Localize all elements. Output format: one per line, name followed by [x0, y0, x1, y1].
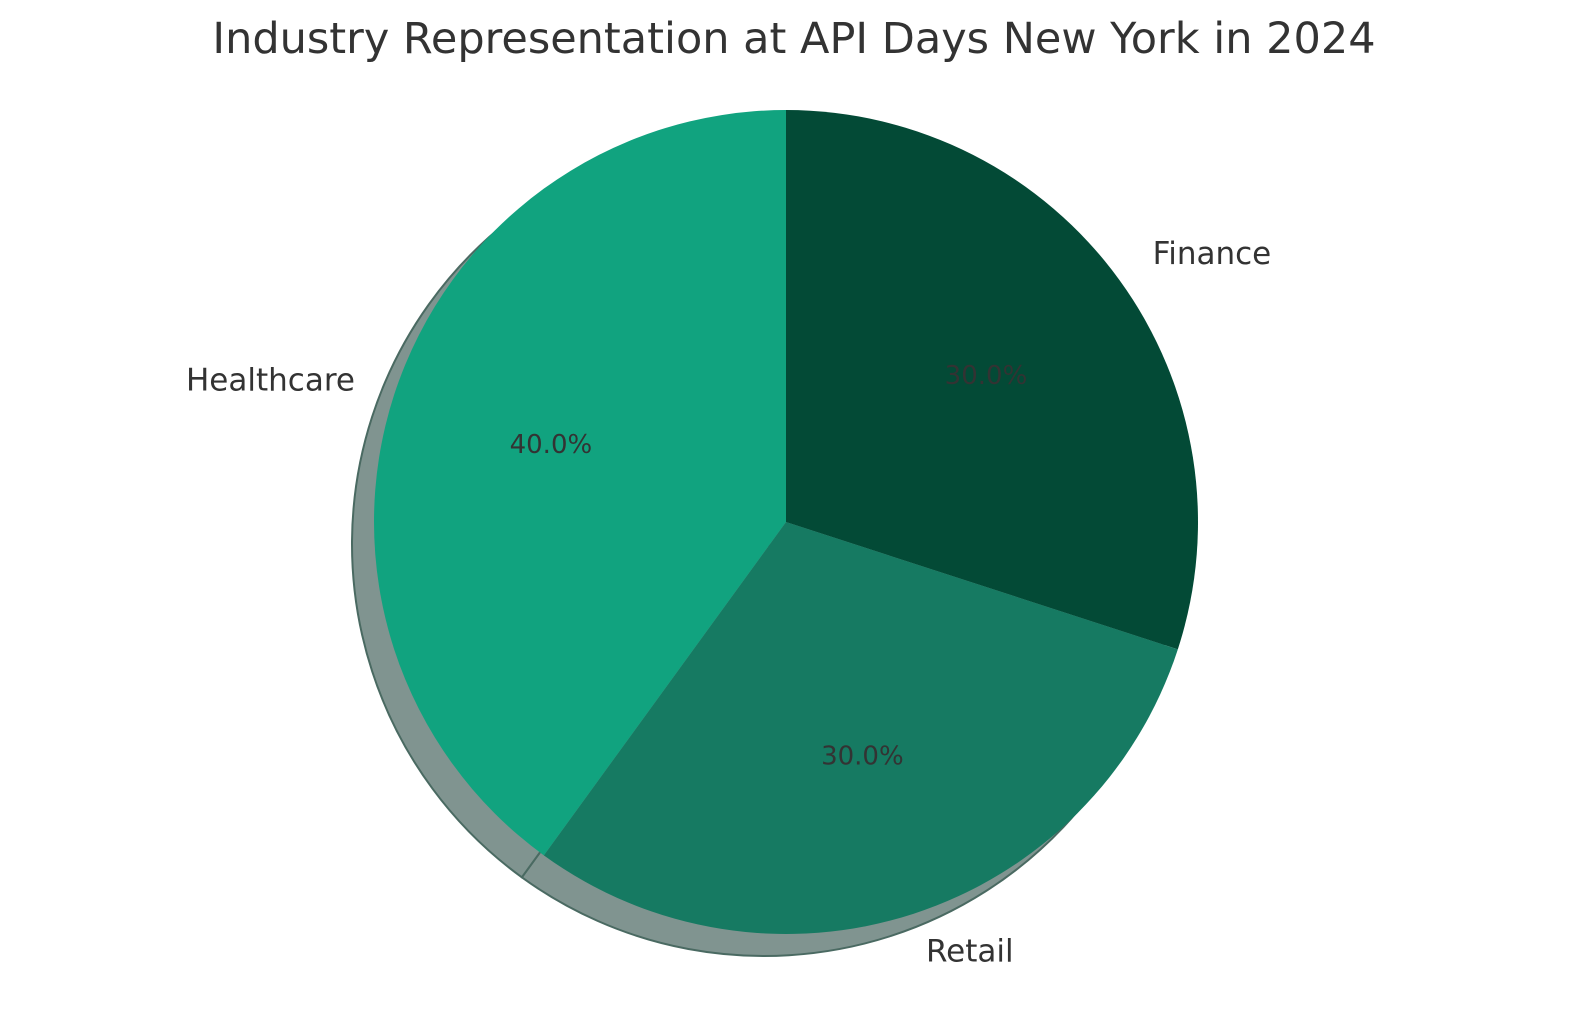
percent-label-healthcare: 40.0% — [510, 430, 593, 460]
pie-labels: Finance 30.0% Retail 30.0% Healthcare 40.0% — [186, 236, 1271, 969]
label-healthcare: Healthcare — [186, 362, 355, 398]
slice-retail — [543, 522, 1178, 935]
percent-label-finance: 30.0% — [945, 361, 1028, 391]
chart-title: Industry Representation at API Days New … — [212, 14, 1375, 64]
label-retail: Retail — [926, 934, 1014, 970]
pie-slices — [373, 109, 1198, 935]
slice-healthcare — [373, 109, 786, 856]
percent-label-retail: 30.0% — [821, 742, 904, 772]
slice-finance — [786, 110, 1198, 650]
label-finance: Finance — [1153, 236, 1272, 272]
